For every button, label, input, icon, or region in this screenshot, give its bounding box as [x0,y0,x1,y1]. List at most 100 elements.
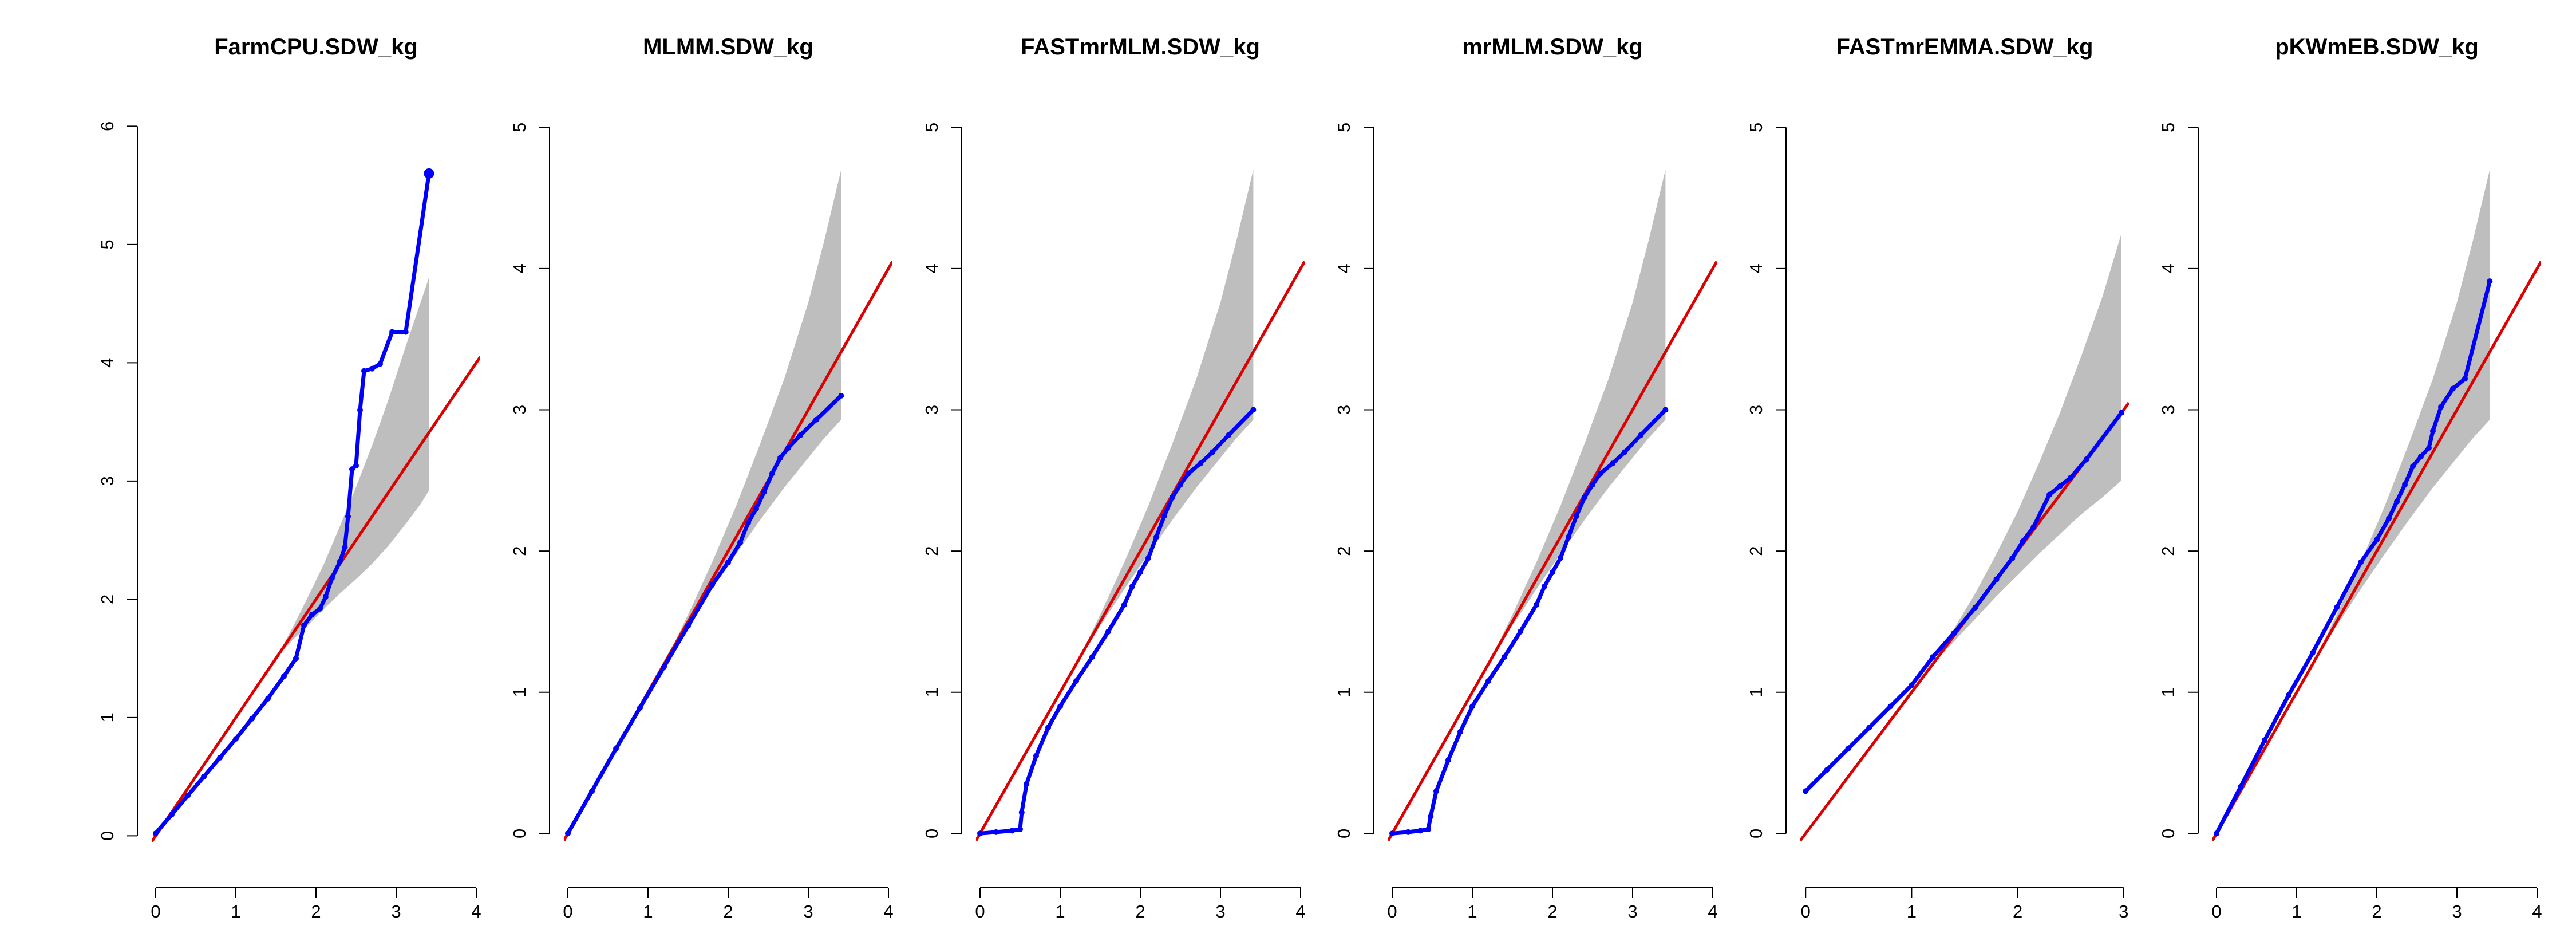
data-point [2030,524,2037,530]
data-point [1226,432,1231,438]
data-point [613,746,619,752]
data-point [185,793,191,799]
x-tick-label: 2 [1135,901,1145,922]
data-point [1972,604,1978,611]
chart-title: FASTmrMLM.SDW_kg [1021,34,1260,60]
data-point [322,594,329,600]
chart-title: MLMM.SDW_kg [643,34,813,60]
y-tick-label: 3 [509,405,530,415]
x-tick-label: 2 [311,901,321,922]
y-tick-label: 4 [2158,263,2178,273]
y-tick-label: 1 [1746,687,1766,697]
data-point [353,462,359,468]
data-point [838,392,844,399]
x-tick-label: 2 [2013,901,2022,922]
y-tick-label: 1 [2158,687,2178,697]
x-tick-label: 3 [2119,901,2128,922]
data-point [709,582,715,588]
data-point [2262,737,2267,743]
data-point [1161,513,1167,519]
data-point [1405,829,1411,835]
data-point [345,513,351,519]
data-point [424,168,434,179]
data-point [1250,407,1257,413]
data-point [217,755,223,761]
points-trace [1390,408,1668,836]
confidence-band [1076,170,1254,664]
chart-title: mrMLM.SDW_kg [1462,34,1643,60]
data-point [769,470,775,477]
data-point [1638,432,1643,438]
data-point [1018,809,1025,816]
data-point [342,544,348,550]
data-point [317,605,323,612]
data-point [153,830,159,837]
data-point [1089,654,1095,660]
data-point [1485,678,1491,684]
data-point [777,455,783,461]
x-tick-label: 3 [2452,901,2462,922]
data-point [233,736,239,742]
data-point [169,812,175,818]
y-tick-label: 3 [1746,405,1766,415]
data-point [309,612,315,618]
confidence-band [276,277,429,659]
reference-line [2212,261,2541,841]
y-tick-label: 3 [97,476,117,486]
x-tick-label: 3 [1215,901,1225,922]
y-tick-label: 2 [2158,546,2178,556]
data-point [2119,410,2125,416]
data-point [1590,482,1595,488]
x-tick-label: 3 [391,901,401,922]
reference-line [1388,261,1717,841]
data-point [1433,788,1439,794]
x-tick-label: 4 [1295,901,1305,922]
data-point [1198,460,1203,467]
data-point [2394,498,2400,505]
data-point [1009,828,1015,834]
chart-title: FarmCPU.SDW_kg [214,34,418,60]
y-tick-label: 6 [97,121,117,131]
y-tick-label: 2 [922,546,942,556]
panel-6: pKWmEB.SDW_kg 0 1 2 3 4 0 1 2 3 4 5 [2158,34,2542,922]
data-point [1170,494,1175,501]
data-point [1178,482,1183,488]
data-point [1610,460,1615,467]
panel-1: FarmCPU.SDW_kg 0 1 2 3 4 0 1 2 3 4 5 6 [97,34,481,922]
x-tick-label: 0 [1387,901,1397,922]
data-point [1542,583,1547,589]
x-tick-label: 4 [883,901,893,922]
confidence-band [1488,170,1666,664]
x-tick-label: 3 [1627,901,1637,922]
y-tick-label: 3 [922,405,942,415]
x-tick-label: 1 [231,901,240,922]
data-point [797,432,803,438]
confidence-band [664,170,841,664]
data-point [1024,781,1030,788]
chart-title: pKWmEB.SDW_kg [2275,34,2479,60]
data-point [2426,445,2432,451]
data-point [1105,628,1111,635]
data-point [265,695,271,702]
data-point [745,519,751,526]
panel-2: MLMM.SDW_kg 0 1 2 3 4 0 1 2 3 4 5 [509,34,894,922]
data-point [2068,474,2074,481]
data-point [377,361,383,367]
points-trace [566,393,843,836]
data-point [293,655,299,662]
data-point [2286,692,2291,698]
data-point [349,466,355,472]
x-tick-label: 2 [723,901,733,922]
data-point [1425,826,1431,832]
data-point [281,673,287,679]
data-point [2057,483,2063,489]
data-point [337,558,343,565]
y-tick-label: 2 [509,546,530,556]
data-point [1057,703,1063,710]
data-point [2410,463,2416,470]
data-point [2386,515,2392,522]
data-point [2009,555,2016,561]
x-tick-label: 1 [643,901,653,922]
panel-4: mrMLM.SDW_kg 0 1 2 3 4 0 1 2 3 4 5 [1334,34,1718,922]
data-point [301,622,307,628]
